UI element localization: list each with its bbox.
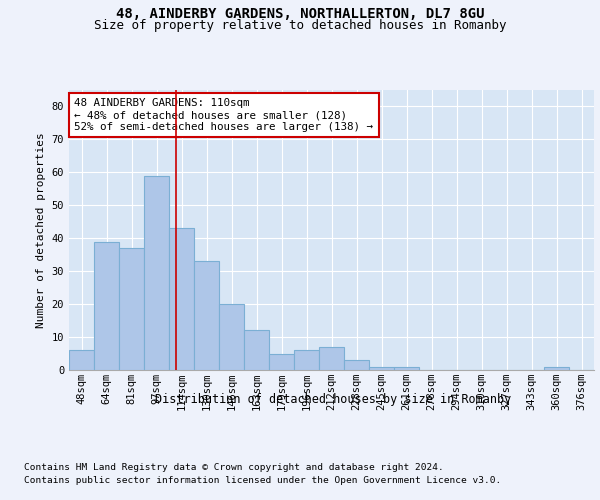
Bar bbox=[394, 366, 419, 370]
Text: Distribution of detached houses by size in Romanby: Distribution of detached houses by size … bbox=[155, 392, 511, 406]
Bar bbox=[69, 350, 94, 370]
Text: Contains HM Land Registry data © Crown copyright and database right 2024.: Contains HM Land Registry data © Crown c… bbox=[24, 462, 444, 471]
Bar bbox=[319, 347, 344, 370]
Y-axis label: Number of detached properties: Number of detached properties bbox=[36, 132, 46, 328]
Bar bbox=[344, 360, 369, 370]
Bar bbox=[194, 262, 219, 370]
Bar bbox=[294, 350, 319, 370]
Bar bbox=[169, 228, 194, 370]
Bar bbox=[269, 354, 294, 370]
Bar bbox=[94, 242, 119, 370]
Bar bbox=[119, 248, 144, 370]
Text: 48, AINDERBY GARDENS, NORTHALLERTON, DL7 8GU: 48, AINDERBY GARDENS, NORTHALLERTON, DL7… bbox=[116, 8, 484, 22]
Bar bbox=[144, 176, 169, 370]
Text: Contains public sector information licensed under the Open Government Licence v3: Contains public sector information licen… bbox=[24, 476, 501, 485]
Bar bbox=[219, 304, 244, 370]
Bar bbox=[544, 366, 569, 370]
Text: Size of property relative to detached houses in Romanby: Size of property relative to detached ho… bbox=[94, 19, 506, 32]
Bar bbox=[369, 366, 394, 370]
Text: 48 AINDERBY GARDENS: 110sqm
← 48% of detached houses are smaller (128)
52% of se: 48 AINDERBY GARDENS: 110sqm ← 48% of det… bbox=[74, 98, 373, 132]
Bar bbox=[244, 330, 269, 370]
